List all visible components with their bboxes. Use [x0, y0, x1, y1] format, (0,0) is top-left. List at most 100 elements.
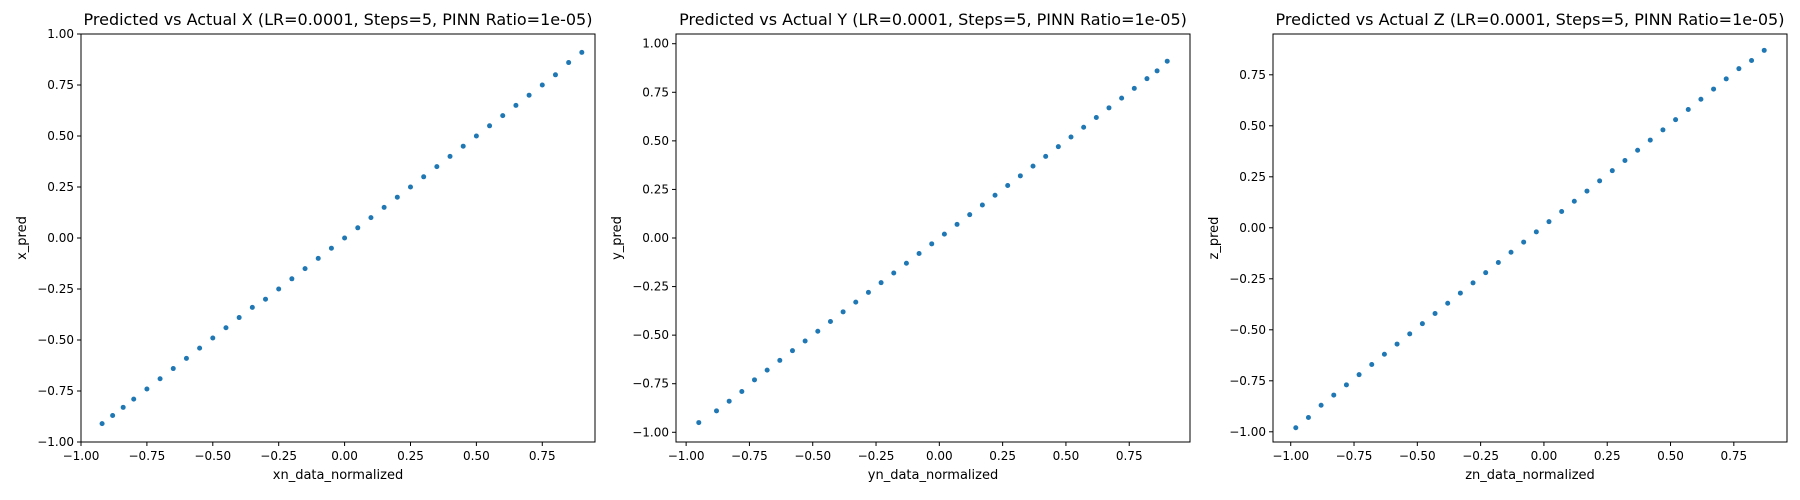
x-tick-label: −0.75: [129, 449, 166, 463]
data-point: [289, 276, 295, 282]
x-tick-label: 0.25: [397, 449, 424, 463]
x-axis-label: zn_data_normalized: [1465, 468, 1595, 483]
data-point: [552, 72, 558, 78]
x-tick-label: 0.50: [1657, 449, 1684, 463]
y-tick-label: 1.00: [47, 27, 74, 41]
data-point: [223, 325, 229, 331]
data-point: [1154, 68, 1160, 74]
data-point: [276, 286, 282, 292]
data-point: [1144, 76, 1150, 82]
y-tick-label: −0.50: [37, 333, 74, 347]
data-point: [1081, 124, 1087, 130]
y-tick-label: −1.00: [37, 435, 74, 449]
y-axis-label: z_pred: [1207, 217, 1222, 260]
data-point: [1331, 392, 1337, 398]
data-point: [157, 376, 163, 382]
data-point: [1005, 183, 1011, 189]
data-point: [513, 102, 519, 108]
axes-frame: [1272, 33, 1788, 443]
data-point: [1093, 115, 1099, 121]
data-point: [539, 82, 545, 88]
data-point: [840, 309, 846, 315]
data-point: [120, 404, 126, 410]
x-axis-label: xn_data_normalized: [273, 468, 403, 483]
y-tick-label: −0.50: [1229, 323, 1266, 337]
y-tick-label: 0.00: [1239, 221, 1266, 235]
data-point: [1432, 310, 1438, 316]
data-point: [566, 60, 572, 66]
data-point: [1736, 66, 1742, 72]
data-point: [1647, 137, 1653, 143]
data-point: [170, 366, 176, 372]
x-tick-label: −0.25: [260, 449, 297, 463]
data-point: [1407, 331, 1413, 337]
data-point: [789, 348, 795, 354]
data-point: [1571, 198, 1577, 204]
data-point: [110, 412, 116, 418]
data-point: [802, 338, 808, 344]
y-tick-label: 0.00: [47, 231, 74, 245]
data-point: [1711, 86, 1717, 92]
x-tick-label: 0.75: [529, 449, 556, 463]
data-point: [1106, 105, 1112, 111]
data-point: [954, 221, 960, 227]
y-tick-label: 0.25: [642, 182, 669, 196]
data-point: [1635, 147, 1641, 153]
chart-title: Predicted vs Actual X (LR=0.0001, Steps=…: [84, 10, 593, 29]
data-point: [1343, 382, 1349, 388]
x-tick-label: 0.75: [1720, 449, 1747, 463]
x-tick-label: −0.50: [194, 449, 231, 463]
x-tick-label: 0.25: [989, 449, 1016, 463]
y-tick-label: 0.75: [642, 85, 669, 99]
data-point: [1470, 280, 1476, 286]
data-point: [815, 328, 821, 334]
data-point: [1698, 96, 1704, 102]
data-point: [1521, 239, 1527, 245]
data-point: [263, 296, 269, 302]
data-point: [1723, 76, 1729, 82]
data-point: [407, 184, 413, 190]
y-tick-label: −0.75: [1229, 374, 1266, 388]
data-point: [210, 335, 216, 341]
data-point: [1119, 95, 1125, 101]
x-tick-label: −0.50: [1399, 449, 1436, 463]
data-point: [183, 355, 189, 361]
y-tick-label: 0.75: [47, 78, 74, 92]
data-point: [916, 251, 922, 257]
data-point: [1597, 178, 1603, 184]
data-point: [929, 241, 935, 247]
data-point: [1293, 425, 1299, 431]
data-point: [197, 345, 203, 351]
y-tick-label: 0.00: [642, 231, 669, 245]
data-point: [473, 133, 479, 139]
data-point: [827, 319, 833, 325]
data-point: [853, 299, 859, 305]
data-point: [1622, 157, 1628, 163]
data-point: [131, 396, 137, 402]
y-tick-label: −0.25: [1229, 272, 1266, 286]
data-point: [1559, 208, 1565, 214]
y-tick-label: 0.50: [642, 134, 669, 148]
data-point: [878, 280, 884, 286]
y-axis-label: y_pred: [610, 216, 625, 260]
x-tick-label: −0.25: [1462, 449, 1499, 463]
data-point: [1164, 58, 1170, 64]
data-point: [1356, 372, 1362, 378]
data-point: [368, 215, 374, 221]
data-point: [1685, 106, 1691, 112]
data-point: [249, 304, 255, 310]
data-point: [739, 388, 745, 394]
data-point: [1457, 290, 1463, 296]
data-point: [941, 231, 947, 237]
data-point: [421, 174, 427, 180]
data-point: [460, 143, 466, 149]
data-point: [777, 357, 783, 363]
data-point: [434, 164, 440, 170]
data-point: [1445, 300, 1451, 306]
data-point: [1546, 219, 1552, 225]
data-point: [1369, 361, 1375, 367]
y-axis-label: x_pred: [15, 216, 30, 260]
data-point: [1394, 341, 1400, 347]
data-point: [891, 270, 897, 276]
data-point: [1305, 415, 1311, 421]
